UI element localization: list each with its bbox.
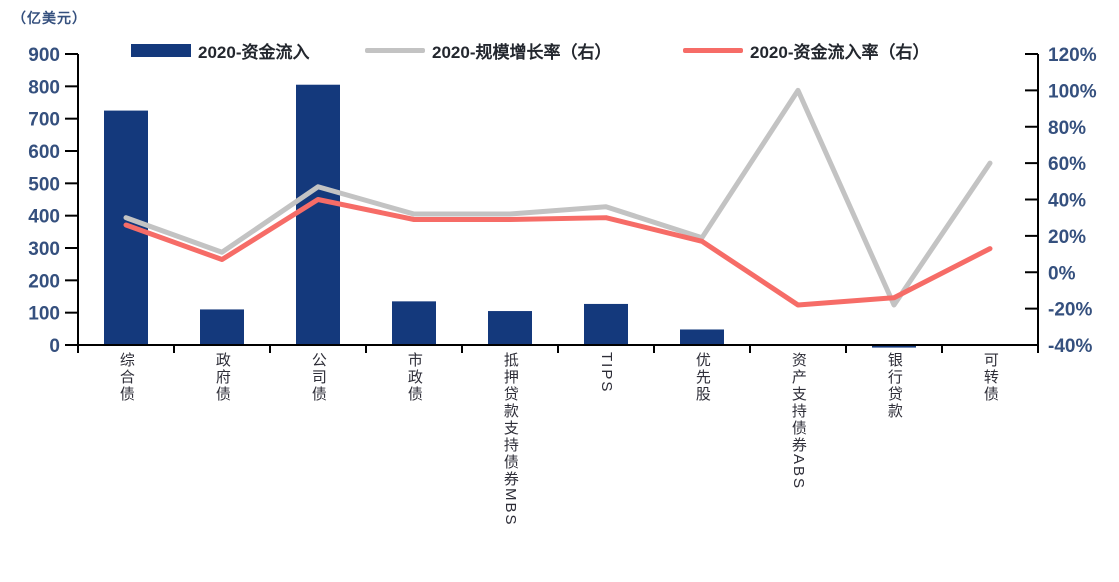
x-axis-label: 可转债 [981, 352, 999, 403]
left-tick-label: 0 [49, 336, 60, 357]
left-tick-label: 700 [28, 110, 60, 131]
series-line [123, 197, 993, 308]
bar [680, 329, 724, 345]
right-tick-label: 80% [1048, 118, 1086, 139]
left-tick-label: 500 [28, 174, 60, 195]
left-tick-label: 800 [28, 77, 60, 98]
legend-label: 2020-资金流入率（右） [750, 42, 930, 62]
x-axis-label: 优先股 [693, 352, 711, 403]
right-tick-label: 120% [1048, 45, 1097, 66]
series-line [123, 87, 993, 308]
bar [200, 309, 244, 345]
gray-line-swatch [365, 47, 425, 53]
bar [488, 311, 532, 345]
left-tick-label: 300 [28, 239, 60, 260]
bar-series-swatch [131, 43, 191, 57]
x-axis-label: TIPS [597, 352, 615, 394]
left-tick-label: 200 [28, 271, 60, 292]
left-tick-label: 400 [28, 207, 60, 228]
right-tick-label: 100% [1048, 81, 1097, 102]
bar [104, 110, 148, 345]
legend-item-inflow: 2020-资金流入 [131, 40, 310, 62]
right-tick-label: 0% [1048, 263, 1076, 284]
legend-item-growth-rate: 2020-规模增长率（右） [365, 40, 612, 62]
left-tick-label: 900 [28, 45, 60, 66]
bar [392, 301, 436, 345]
right-tick-label: 20% [1048, 227, 1086, 248]
red-line-swatch [683, 47, 743, 53]
left-tick-label: 600 [28, 142, 60, 163]
right-tick-label: 60% [1048, 154, 1086, 175]
bar [872, 345, 916, 348]
legend-label: 2020-规模增长率（右） [432, 42, 612, 62]
x-axis-label: 综合债 [117, 352, 135, 403]
x-axis-label: 抵押贷款支持债券MBS [501, 352, 519, 527]
bar [296, 84, 340, 345]
x-axis-label: 市政债 [405, 352, 423, 403]
x-axis-label: 公司债 [309, 352, 327, 403]
x-axis-label: 银行贷款 [885, 352, 903, 420]
bar [584, 303, 628, 345]
right-tick-label: -40% [1048, 336, 1092, 357]
x-axis-label: 政府债 [213, 352, 231, 403]
legend-label: 2020-资金流入 [198, 42, 310, 62]
legend-item-inflow-rate: 2020-资金流入率（右） [683, 40, 930, 62]
right-tick-label: -20% [1048, 300, 1092, 321]
right-tick-label: 40% [1048, 191, 1086, 212]
axis-unit-label: （亿美元） [12, 10, 87, 26]
x-axis-label: 资产支持债券ABS [789, 352, 807, 491]
left-tick-label: 100 [28, 304, 60, 325]
